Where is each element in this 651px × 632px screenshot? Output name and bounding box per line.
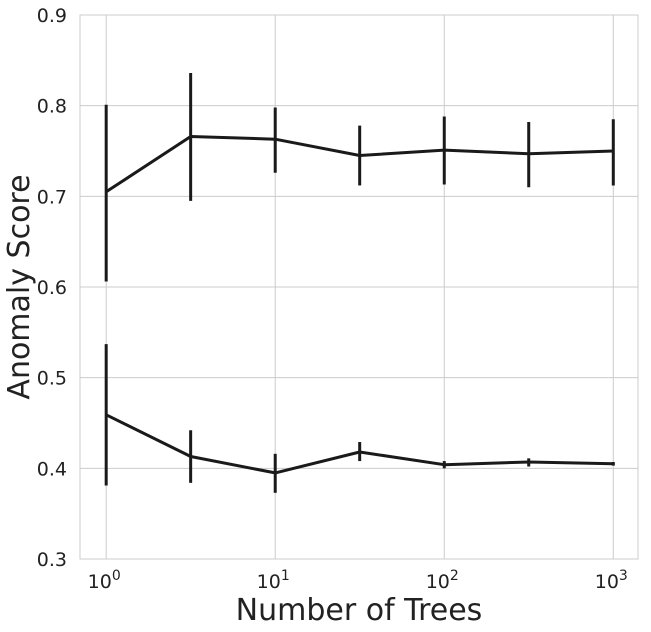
x-tick-label: 100 — [88, 568, 121, 593]
y-axis-label: Anomaly Score — [2, 174, 37, 399]
y-tick-label: 0.3 — [37, 549, 67, 571]
x-tick-label: 101 — [257, 568, 290, 593]
y-tick-label: 0.5 — [37, 368, 67, 390]
y-tick-label: 0.9 — [37, 5, 67, 27]
x-tick-label: 103 — [595, 568, 628, 593]
y-tick-label: 0.6 — [37, 277, 67, 299]
x-tick-label: 102 — [426, 568, 459, 593]
y-tick-label: 0.7 — [37, 186, 67, 208]
y-tick-label: 0.4 — [37, 458, 67, 480]
series-layer — [104, 73, 615, 493]
plot-frame — [79, 14, 639, 560]
grid-lines — [80, 14, 638, 560]
y-tick-label: 0.8 — [37, 96, 67, 118]
x-axis-label: Number of Trees — [236, 593, 483, 628]
tick-labels: 0.3 0.4 0.5 0.6 0.7 0.8 0.9 100 101 102 103 — [37, 5, 628, 593]
